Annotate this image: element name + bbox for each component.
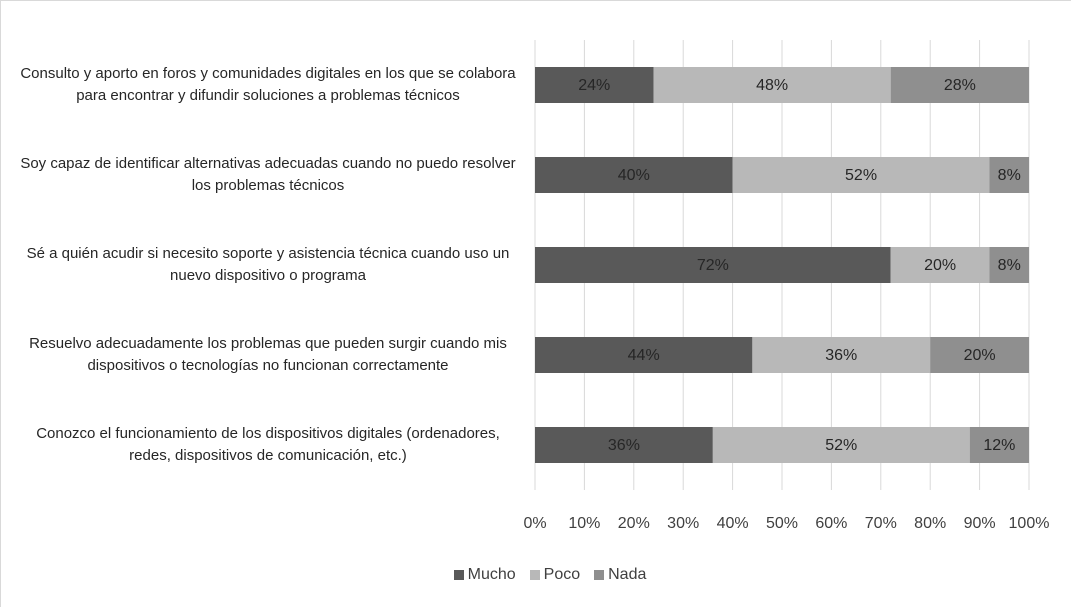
bar-segment (989, 157, 1029, 193)
bar-segment (752, 337, 931, 373)
x-tick-label: 100% (1009, 515, 1050, 532)
data-label: 28% (944, 77, 976, 94)
legend: Mucho Poco Nada (350, 566, 750, 584)
bar-segment (969, 427, 1029, 463)
data-label: 36% (825, 347, 857, 364)
legend-swatch (453, 570, 464, 580)
data-label: 8% (998, 167, 1021, 184)
data-label: 44% (628, 347, 660, 364)
x-tick-label: 20% (618, 515, 650, 532)
x-tick-label: 90% (964, 515, 996, 532)
category-label: Consulto y aporto en foros y comunidades… (20, 65, 516, 104)
bar-segment (732, 157, 990, 193)
data-label: 36% (608, 437, 640, 454)
x-tick-label: 40% (717, 515, 749, 532)
data-label: 20% (924, 257, 956, 274)
legend-item: Nada (594, 566, 646, 584)
data-label: 52% (825, 437, 857, 454)
bar-segment (535, 157, 733, 193)
data-label: 52% (845, 167, 877, 184)
category-label: Conozco el funcionamiento de los disposi… (36, 425, 500, 464)
data-label: 24% (578, 77, 610, 94)
bar-segment (653, 67, 891, 103)
bar-segment (890, 67, 1029, 103)
bar-segment (535, 67, 654, 103)
bar-segment (930, 337, 1029, 373)
legend-swatch (529, 570, 540, 580)
bar-segment (712, 427, 970, 463)
x-tick-label: 10% (568, 515, 600, 532)
data-label: 40% (618, 167, 650, 184)
data-label: 8% (998, 257, 1021, 274)
legend-item: Poco (529, 566, 581, 584)
bar-segment (989, 247, 1029, 283)
x-tick-label: 60% (815, 515, 847, 532)
bar-segment (890, 247, 990, 283)
x-tick-label: 70% (865, 515, 897, 532)
data-label: 12% (983, 437, 1015, 454)
data-label: 48% (756, 77, 788, 94)
category-label: Resuelvo adecuadamente los problemas que… (29, 335, 507, 374)
bar-segment (535, 337, 753, 373)
category-label: Soy capaz de identificar alternativas ad… (20, 155, 516, 194)
data-label: 72% (697, 257, 729, 274)
bar-segment (535, 247, 891, 283)
legend-swatch (594, 570, 605, 580)
data-label: 20% (964, 347, 996, 364)
x-tick-label: 50% (766, 515, 798, 532)
legend-label: Mucho (467, 566, 516, 583)
category-label: Sé a quién acudir si necesito soporte y … (26, 245, 510, 284)
legend-label: Nada (608, 566, 647, 583)
x-tick-label: 80% (914, 515, 946, 532)
legend-label: Poco (543, 566, 581, 583)
x-tick-label: 0% (523, 515, 546, 532)
legend-item: Mucho (453, 566, 516, 584)
bar-segment (535, 427, 713, 463)
x-tick-label: 30% (667, 515, 699, 532)
